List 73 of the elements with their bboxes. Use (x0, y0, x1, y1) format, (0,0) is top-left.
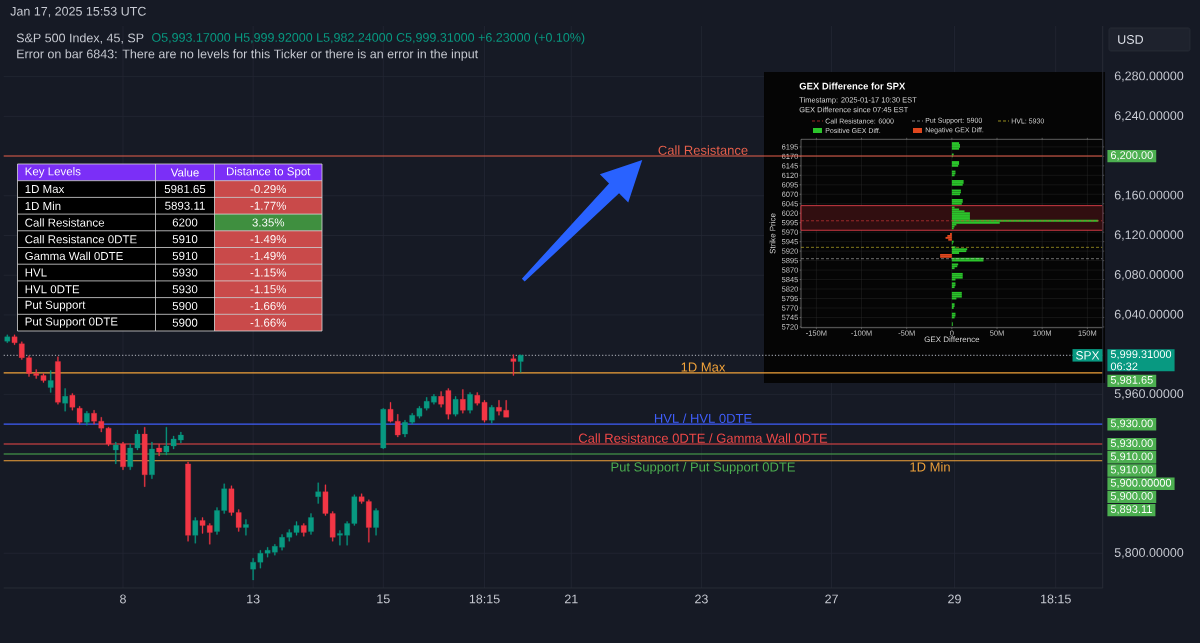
x-tick-label: 18:15 (1041, 594, 1071, 604)
x-tick-label: 8 (120, 594, 126, 604)
x-tick-label: 27 (825, 594, 838, 604)
y-tick-label: 5,960.00000 (1114, 389, 1184, 400)
data-label: -1.77% (250, 201, 287, 210)
x-tick-label: 18:15 (469, 594, 500, 604)
category-label: Call Resistance 0DTE (25, 234, 137, 244)
y-tick-label: 6,040.00000 (1114, 309, 1184, 321)
y-tick-label: 6,080.00000 (1114, 270, 1184, 281)
text: 5,930.00 (1110, 439, 1153, 449)
data-label: 5910 (172, 251, 198, 260)
text: 5,910.00 (1110, 465, 1153, 475)
text: 5,900.00 (1110, 492, 1153, 502)
data-label: 3.35% (252, 218, 285, 227)
y-tick-label: 6,160.00000 (1114, 190, 1184, 201)
text: 5,893.11 (1110, 505, 1152, 515)
category-label: 1D Min (25, 201, 61, 210)
category-label: Call Resistance (25, 218, 105, 227)
y-tick-label: 5,800.00000 (1114, 548, 1184, 559)
text: 5,900.00000 (1110, 478, 1172, 488)
data-label: 5910 (172, 235, 198, 244)
chart-title: S&P 500 Index, 45, SP (16, 33, 144, 44)
data-label: -1.66% (250, 301, 287, 311)
ref-line-label: 1D Max (681, 362, 726, 372)
series-label: Distance to Spot (227, 166, 311, 178)
chart-title: GEX Difference for SPX (799, 82, 906, 90)
text: 5,981.65 (1110, 375, 1153, 386)
text: 6,200.00 (1110, 151, 1153, 161)
ref-line-label: Call Resistance (658, 145, 748, 155)
data-label: -1.49% (250, 251, 287, 260)
y-tick-label: 6,240.00000 (1114, 111, 1184, 122)
y-axis-title: USD (1118, 35, 1143, 44)
text: 5,910.00 (1110, 452, 1153, 462)
data-label: 5981.65 (164, 184, 206, 194)
data-label: -1.66% (250, 318, 287, 327)
category-label: Gamma Wall 0DTE (25, 251, 123, 261)
annotation: Error on bar 6843: There are no levels for this Ticker or there is an error in the input (17, 49, 479, 61)
ref-line-label: Put Support / Put Support 0DTE (611, 461, 795, 475)
y-axis-title: Strike Price (769, 213, 776, 254)
x-tick-label: 21 (564, 594, 578, 604)
x-tick-label: 15 (377, 594, 390, 604)
category-label: Put Support 0DTE (25, 317, 118, 328)
category-label: HVL 0DTE (25, 285, 80, 294)
category-label: HVL (25, 268, 47, 277)
x-axis-title: GEX Difference (924, 336, 980, 343)
data-label: -0.29% (250, 184, 287, 194)
data-label: 5893.11 (165, 201, 205, 210)
data-label: -1.49% (250, 235, 287, 244)
data-label: 5930 (172, 285, 198, 294)
x-tick-label: 13 (247, 594, 260, 604)
ref-line-label: 1D Min (910, 461, 950, 472)
category-label: Put Support (25, 300, 86, 312)
data-label: -1.15% (250, 285, 287, 294)
ref-line-label: SPX (1076, 351, 1100, 360)
category-label: 1D Max (25, 185, 65, 194)
data-label: 5900 (172, 301, 198, 311)
series-label: Value (170, 168, 199, 177)
x-tick-label: 29 (948, 594, 961, 604)
ref-line-label: Call Resistance 0DTE / Gamma Wall 0DTE (578, 433, 828, 443)
y-tick-label: 6,120.00000 (1114, 230, 1184, 241)
x-tick-label: 23 (695, 594, 708, 604)
data-label: 5930 (172, 268, 198, 277)
y-tick-label: 6,280.00000 (1114, 71, 1184, 82)
chart-subtitle: O5,993.17000 H5,999.92000 L5,982.24000 C5,999.31000 +6.23000 (+0.10%) (152, 32, 585, 45)
text: 5,930.00 (1110, 419, 1153, 429)
data-label: 5900 (172, 318, 198, 327)
text: 5,999.31000 (1110, 350, 1172, 360)
data-label: -1.15% (250, 268, 287, 277)
data-label: 6200 (172, 218, 198, 227)
text: Key Levels (25, 166, 81, 178)
ref-line-label: HVL / HVL 0DTE (654, 413, 752, 423)
text: Jan 17, 2025 15:53 UTC (10, 6, 146, 18)
text: 06:32 (1110, 362, 1138, 371)
